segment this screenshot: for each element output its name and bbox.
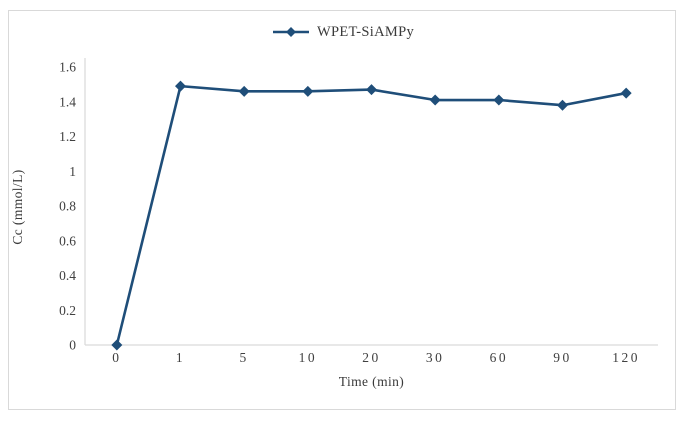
legend-line-diamond-icon	[272, 27, 309, 38]
data-point-marker	[111, 339, 123, 351]
data-point-marker	[493, 94, 505, 106]
data-point-marker	[175, 80, 186, 92]
x-tick-label: 30	[426, 350, 445, 365]
x-tick-label: 1	[176, 350, 185, 365]
legend: WPET-SiAMPy	[0, 25, 686, 40]
x-tick-label: 0	[112, 350, 121, 365]
data-point-marker	[366, 84, 377, 96]
y-tick-label: 0.2	[59, 303, 76, 318]
x-axis-title: Time (min)	[338, 374, 405, 389]
y-tick-label: 0.6	[59, 233, 76, 248]
data-point-marker	[620, 87, 632, 99]
y-tick-label: 1	[69, 164, 76, 179]
data-point-marker	[238, 85, 250, 97]
y-tick-label: 1.2	[59, 129, 76, 144]
data-point-marker	[302, 85, 314, 97]
legend-series-label: WPET-SiAMPy	[316, 24, 415, 40]
data-point-marker	[429, 94, 441, 106]
y-tick-label: 1.6	[59, 60, 76, 75]
legend-diamond	[285, 27, 296, 38]
y-tick-label: 0.4	[59, 268, 76, 283]
x-tick-label: 120	[612, 350, 640, 365]
x-tick-label: 60	[490, 350, 509, 365]
y-tick-label: 1.4	[59, 94, 76, 109]
data-point-marker	[557, 99, 568, 111]
y-tick-label: 0.8	[59, 199, 76, 214]
y-tick-label: 0	[69, 338, 76, 353]
x-tick-label: 20	[362, 350, 381, 365]
x-tick-label: 5	[240, 350, 249, 365]
series-line	[115, 84, 628, 347]
x-tick-label: 90	[553, 350, 572, 365]
y-axis-title: Cc (mmol/L)	[10, 169, 25, 245]
x-tick-label: 10	[299, 350, 318, 365]
